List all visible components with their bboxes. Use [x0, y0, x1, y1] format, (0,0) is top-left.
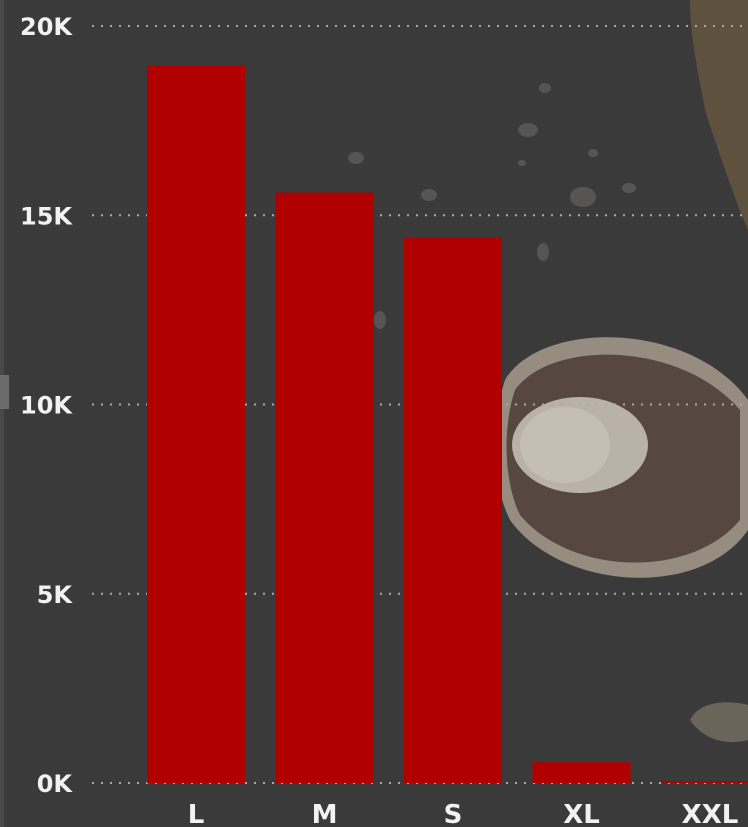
y-tick-label: 20K	[20, 13, 73, 41]
y-tick-label: 0K	[37, 770, 74, 798]
x-tick-label: M	[312, 800, 338, 827]
bar-xl[interactable]	[532, 762, 631, 783]
bar-xxl[interactable]	[661, 781, 748, 783]
y-tick-label: 10K	[20, 392, 73, 420]
bar-m[interactable]	[275, 192, 374, 784]
bar-s[interactable]	[404, 237, 502, 783]
x-tick-label: L	[188, 800, 205, 827]
resize-handle[interactable]	[0, 375, 9, 409]
left-border	[0, 0, 4, 827]
x-tick-label: XL	[563, 800, 600, 827]
bar-l[interactable]	[147, 65, 245, 784]
x-tick-label: S	[444, 800, 463, 827]
y-tick-label: 15K	[20, 202, 73, 230]
x-tick-label: XXL	[682, 800, 739, 827]
y-tick-label: 5K	[37, 581, 74, 609]
